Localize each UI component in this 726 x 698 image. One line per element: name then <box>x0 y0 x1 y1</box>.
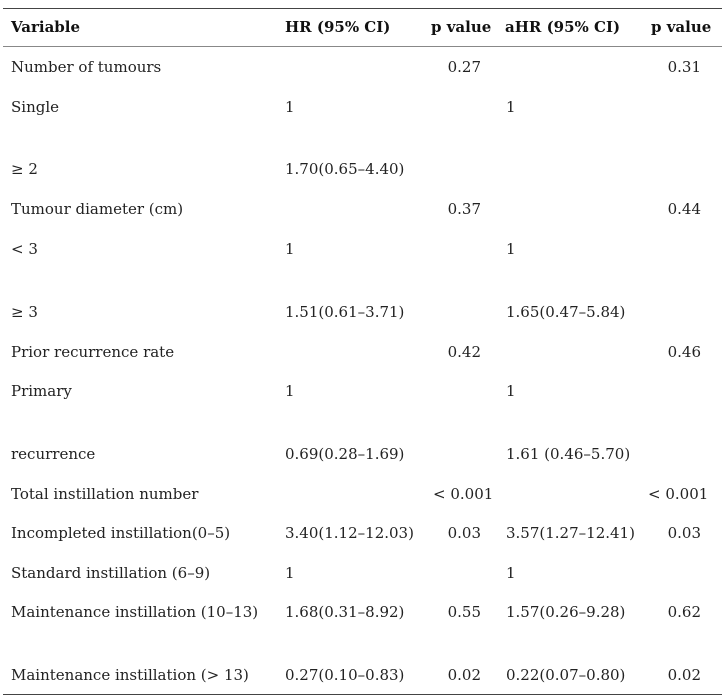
cell-adjusted-p-value: 0.46 <box>667 343 701 361</box>
cell-hr: 1 <box>285 382 295 400</box>
header-ahr: aHR (95% CI) <box>505 18 621 36</box>
cell-variable: Tumour diameter (cm) <box>11 200 184 218</box>
cell-hr: 3.40(1.12–12.03) <box>285 524 414 542</box>
cell-ahr: 3.57(1.27–12.41) <box>506 524 635 542</box>
cell-ahr: 1 <box>506 564 516 582</box>
cell-variable: Incompleted instillation(0–5) <box>11 524 231 542</box>
cell-adjusted-p-value: 0.03 <box>667 524 701 542</box>
cell-ahr: 1 <box>506 98 516 116</box>
cell-variable: recurrence <box>11 445 96 463</box>
header-adjusted-p-value: p value <box>651 18 712 36</box>
cell-ahr: 1 <box>506 240 516 258</box>
cell-adjusted-p-value: 0.31 <box>667 58 701 76</box>
cell-variable: Prior recurrence rate <box>11 343 175 361</box>
cell-variable: Single <box>11 98 60 116</box>
cell-ahr: 1.61 (0.46–5.70) <box>506 445 631 463</box>
cell-variable: Maintenance instillation (10–13) <box>11 603 259 621</box>
cell-hr: 1.51(0.61–3.71) <box>285 303 405 321</box>
cell-adjusted-p-value: 0.44 <box>667 200 701 218</box>
cell-adjusted-p-value: 0.62 <box>667 603 701 621</box>
cell-ahr: 1.65(0.47–5.84) <box>506 303 626 321</box>
cell-variable: Total instillation number <box>11 485 199 503</box>
cell-variable: Maintenance instillation (> 13) <box>11 666 249 684</box>
cell-p-value: 0.42 <box>447 343 481 361</box>
cell-p-value: 0.55 <box>447 603 481 621</box>
cell-p-value: 0.27 <box>447 58 481 76</box>
cell-variable: Primary <box>11 382 72 400</box>
table-top-rule <box>3 8 722 9</box>
cell-adjusted-p-value: 0.02 <box>667 666 701 684</box>
cell-hr: 1 <box>285 564 295 582</box>
cell-p-value: 0.37 <box>447 200 481 218</box>
cell-variable: Standard instillation (6–9) <box>11 564 211 582</box>
cell-hr: 1.68(0.31–8.92) <box>285 603 405 621</box>
header-variable: Variable <box>11 18 81 36</box>
header-hr: HR (95% CI) <box>285 18 391 36</box>
cell-hr: 1.70(0.65–4.40) <box>285 160 405 178</box>
table-bottom-rule <box>3 694 722 695</box>
cell-hr: 0.69(0.28–1.69) <box>285 445 405 463</box>
cell-ahr: 1 <box>506 382 516 400</box>
cell-ahr: 1.57(0.26–9.28) <box>506 603 626 621</box>
cell-adjusted-p-value: < 0.001 <box>648 485 709 503</box>
cell-variable: Number of tumours <box>11 58 162 76</box>
cell-hr: 1 <box>285 98 295 116</box>
table-header-rule <box>3 46 722 47</box>
header-p-value: p value <box>431 18 492 36</box>
cell-variable: < 3 <box>11 240 38 258</box>
cell-p-value: < 0.001 <box>433 485 494 503</box>
cell-p-value: 0.03 <box>447 524 481 542</box>
cell-variable: ≥ 2 <box>11 160 38 178</box>
cell-p-value: 0.02 <box>447 666 481 684</box>
cell-ahr: 0.22(0.07–0.80) <box>506 666 626 684</box>
cell-hr: 1 <box>285 240 295 258</box>
cell-hr: 0.27(0.10–0.83) <box>285 666 405 684</box>
cell-variable: ≥ 3 <box>11 303 38 321</box>
